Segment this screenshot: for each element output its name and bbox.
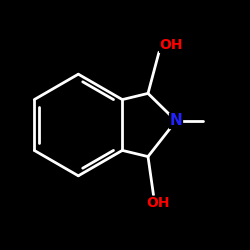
Text: N: N bbox=[170, 114, 182, 128]
Text: OH: OH bbox=[160, 38, 183, 52]
Text: OH: OH bbox=[146, 196, 169, 210]
